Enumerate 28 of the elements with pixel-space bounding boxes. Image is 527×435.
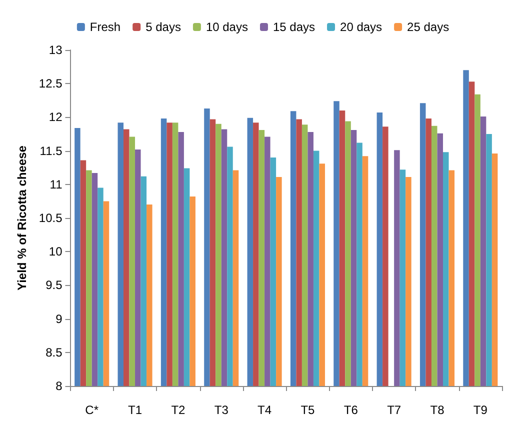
y-axis-title: Yield % of Ricotta cheese <box>15 145 29 290</box>
x-tick-label: T7 <box>387 403 402 417</box>
x-tick-label: T8 <box>430 403 445 417</box>
x-tick-label: T3 <box>214 403 229 417</box>
legend-label: 5 days <box>146 20 181 34</box>
x-tick-label: T1 <box>128 403 142 417</box>
y-tick-label: 11 <box>50 177 63 192</box>
legend-label: 25 days <box>407 20 450 34</box>
y-tick-label: 11.5 <box>40 144 63 158</box>
x-tick-label: T4 <box>258 403 272 417</box>
y-tick-label: 8 <box>56 379 63 393</box>
y-tick-label: 10 <box>48 244 63 259</box>
x-tick-label: C* <box>85 403 99 417</box>
x-tick-label: T9 <box>473 403 488 417</box>
y-tick-label: 9.5 <box>46 278 63 292</box>
legend-label: 10 days <box>206 20 248 34</box>
legend-label: 20 days <box>340 20 382 34</box>
x-tick-label: T6 <box>344 403 358 417</box>
x-tick-label: T5 <box>300 403 316 417</box>
y-tick-label: 9 <box>56 312 63 326</box>
x-tick-label: T2 <box>171 403 186 417</box>
y-tick-label: 12 <box>48 110 63 124</box>
y-tick-label: 8.5 <box>46 345 63 360</box>
y-tick-label: 13 <box>48 43 63 57</box>
y-tick-label: 10.5 <box>38 211 63 225</box>
y-tick-label: 12.5 <box>38 76 63 91</box>
legend-label: 15 days <box>272 20 316 34</box>
legend-label: Fresh <box>90 20 121 34</box>
